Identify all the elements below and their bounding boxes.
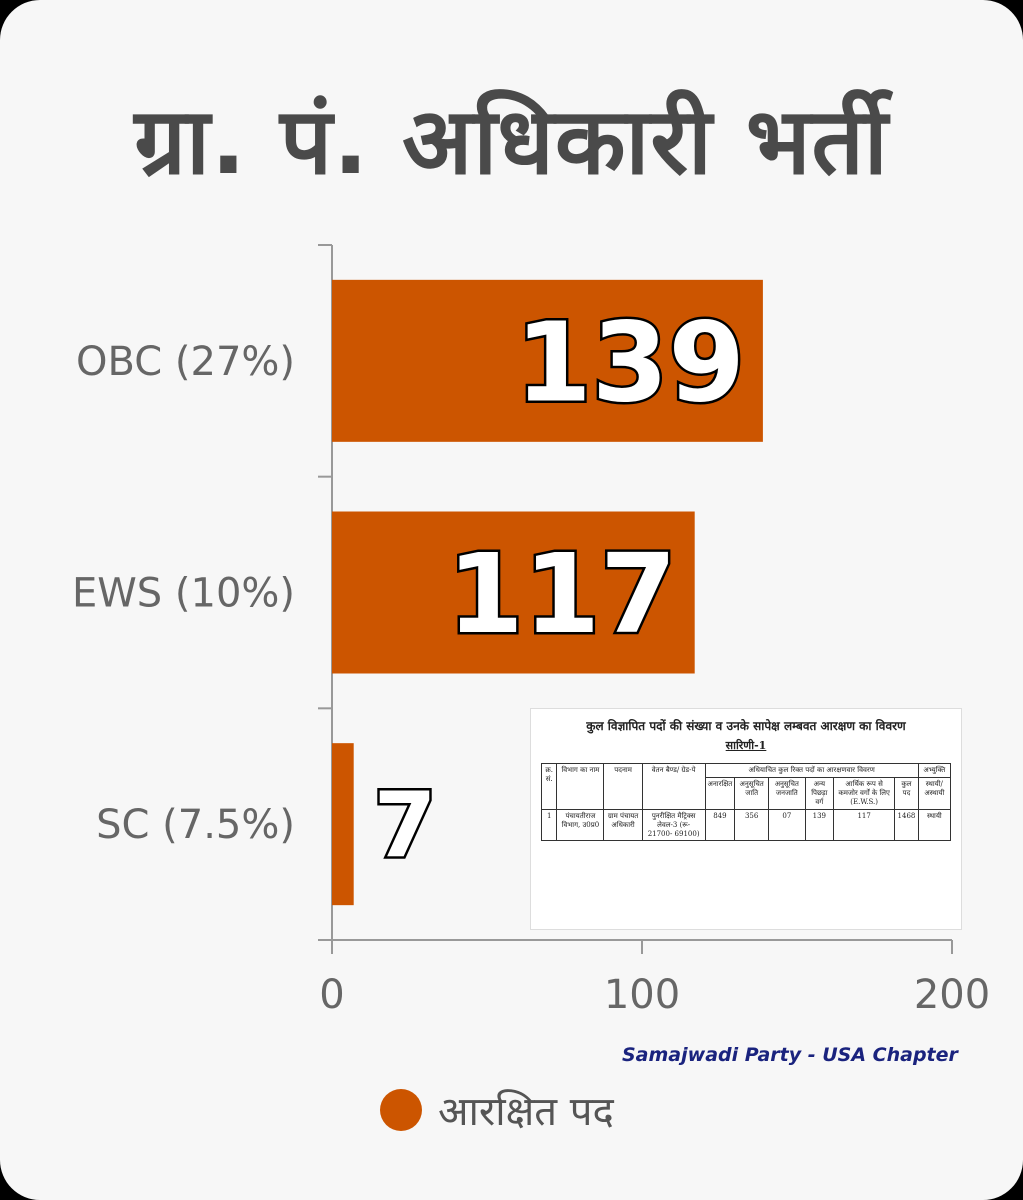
reservation-table: क्र. सं. विभाग का नाम पदनाम वेतन बैण्ड/ …	[540, 763, 952, 841]
category-label: EWS (10%)	[72, 571, 295, 617]
category-label: OBC (27%)	[76, 339, 295, 385]
table-cell: आर्थिक रूप से कमजोर वर्गों के लिए (E.W.S…	[833, 777, 896, 810]
bar	[332, 743, 354, 906]
bar	[332, 279, 763, 442]
table-cell: पुनरीक्षित मैट्रिक्स लेवल-3 (रू- 21700- …	[641, 809, 706, 841]
table-subheading: सारिणी-1	[725, 739, 767, 752]
table-cell: 1	[540, 809, 558, 841]
table-cell: स्थायी/ अस्थायी	[917, 777, 952, 810]
credit-text: Samajwadi Party - USA Chapter	[622, 1044, 958, 1066]
table-heading: कुल विज्ञापित पदों की संख्या व उनके सापे…	[586, 719, 906, 733]
data-label: 117	[447, 530, 677, 658]
x-tick-label: 100	[604, 972, 680, 1018]
table-cell: विभाग का नाम	[556, 763, 605, 810]
table-cell: 849	[704, 809, 736, 841]
table-cell: क्र. सं.	[540, 763, 558, 810]
table-cell: 1468	[894, 809, 919, 841]
table-cell: अन्य पिछड़ा वर्ग	[804, 777, 835, 810]
table-cell: स्थायी	[917, 809, 952, 841]
table-data-row: 1 पंचायतीराज विभाग, उ0प्र0 ग्राम पंचायत …	[540, 809, 952, 841]
table-cell: 117	[833, 809, 896, 841]
table-cell: कुल पद	[894, 777, 919, 810]
table-cell: 139	[804, 809, 835, 841]
data-label: 139	[515, 298, 745, 426]
chart-title: ग्रा. पं. अधिकारी भर्ती	[134, 88, 889, 195]
category-label: SC (7.5%)	[96, 802, 295, 848]
table-cell: अनुसूचित जाति	[734, 777, 770, 810]
reservation-table-image: कुल विज्ञापित पदों की संख्या व उनके सापे…	[530, 708, 962, 930]
table-cell: अधियाचित कुल रिक्त पदों का आरक्षणवार विव…	[704, 763, 919, 778]
x-tick-label: 0	[319, 972, 344, 1018]
table-cell: पदनाम	[603, 763, 643, 810]
table-cell: ग्राम पंचायत अधिकारी	[603, 809, 643, 841]
legend-swatch	[380, 1088, 422, 1131]
table-cell: अनारक्षित	[704, 777, 736, 810]
table-cell: अनुसूचित जनजाति	[768, 777, 806, 810]
table-header-row: क्र. सं. विभाग का नाम पदनाम वेतन बैण्ड/ …	[540, 763, 952, 810]
table-cell: 07	[768, 809, 806, 841]
table-cell: 356	[734, 809, 770, 841]
bar	[332, 511, 695, 674]
table-cell: पंचायतीराज विभाग, उ0प्र0	[556, 809, 605, 841]
table-cell: अभ्युक्ति	[917, 763, 952, 778]
legend-label: आरक्षित पद	[438, 1089, 614, 1135]
table-cell: वेतन बैण्ड/ ग्रेड-पे	[641, 763, 706, 810]
x-tick-label: 200	[914, 972, 990, 1018]
data-label: 7	[374, 774, 437, 879]
legend: आरक्षित पद	[380, 1082, 614, 1137]
